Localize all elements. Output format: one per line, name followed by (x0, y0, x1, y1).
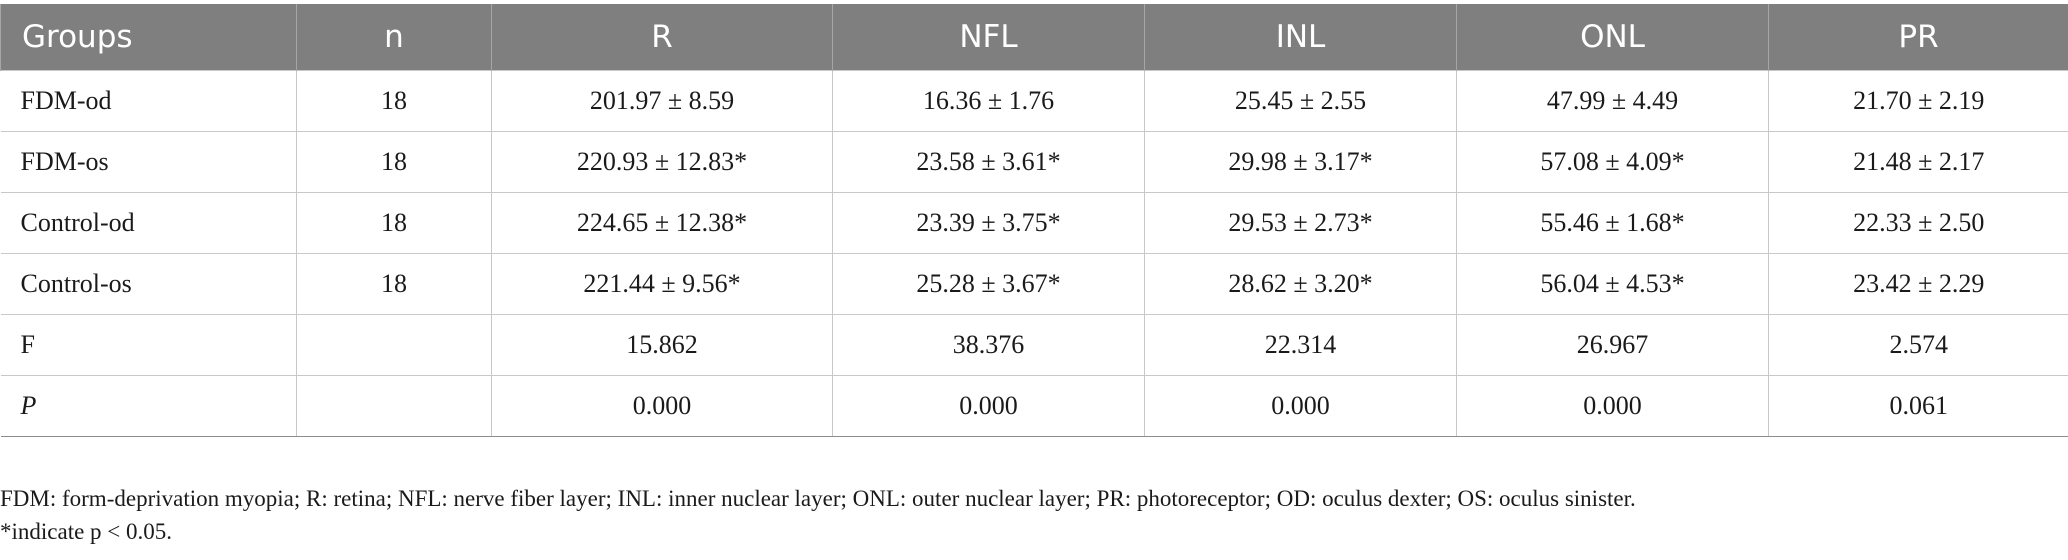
cell-r: 0.000 (491, 375, 833, 437)
row-label: Control-od (0, 192, 297, 254)
table-row: F 15.862 38.376 22.314 26.967 2.574 (0, 314, 2068, 376)
header-nfl: NFL (832, 4, 1145, 71)
header-row: Groups n R NFL INL ONL PR (0, 4, 2068, 71)
significance-note: *indicate p < 0.05. (0, 519, 173, 544)
cell-pr: 0.061 (1768, 375, 2068, 437)
cell-inl: 25.45 ± 2.55 (1144, 70, 1457, 132)
data-table-container: Groups n R NFL INL ONL PR FDM-od 18 201.… (0, 4, 2068, 437)
row-label: Control-os (0, 253, 297, 315)
header-pr: PR (1768, 4, 2068, 71)
row-label: FDM-od (0, 70, 297, 132)
cell-pr: 22.33 ± 2.50 (1768, 192, 2068, 254)
header-groups: Groups (0, 4, 297, 71)
cell-nfl: 23.39 ± 3.75* (832, 192, 1145, 254)
cell-n: 18 (296, 131, 492, 193)
cell-n: 18 (296, 192, 492, 254)
cell-onl: 0.000 (1456, 375, 1769, 437)
row-label: FDM-os (0, 131, 297, 193)
table-footnotes: FDM: form-deprivation myopia; R: retina;… (0, 482, 2068, 548)
row-label: P (0, 375, 297, 437)
cell-r: 15.862 (491, 314, 833, 376)
header-r: R (491, 4, 833, 71)
cell-n: 18 (296, 253, 492, 315)
cell-onl: 55.46 ± 1.68* (1456, 192, 1769, 254)
abbreviations-note: FDM: form-deprivation myopia; R: retina;… (0, 486, 1636, 511)
cell-r: 220.93 ± 12.83* (491, 131, 833, 193)
cell-pr: 21.48 ± 2.17 (1768, 131, 2068, 193)
cell-nfl: 16.36 ± 1.76 (832, 70, 1145, 132)
cell-onl: 57.08 ± 4.09* (1456, 131, 1769, 193)
header-inl: INL (1144, 4, 1457, 71)
cell-nfl: 38.376 (832, 314, 1145, 376)
cell-inl: 28.62 ± 3.20* (1144, 253, 1457, 315)
retinal-thickness-table: Groups n R NFL INL ONL PR FDM-od 18 201.… (0, 4, 2068, 437)
cell-onl: 56.04 ± 4.53* (1456, 253, 1769, 315)
cell-r: 201.97 ± 8.59 (491, 70, 833, 132)
cell-inl: 22.314 (1144, 314, 1457, 376)
header-onl: ONL (1456, 4, 1769, 71)
cell-n (296, 314, 492, 376)
cell-n: 18 (296, 70, 492, 132)
cell-nfl: 25.28 ± 3.67* (832, 253, 1145, 315)
cell-inl: 29.53 ± 2.73* (1144, 192, 1457, 254)
cell-onl: 47.99 ± 4.49 (1456, 70, 1769, 132)
cell-inl: 29.98 ± 3.17* (1144, 131, 1457, 193)
table-row: Control-od 18 224.65 ± 12.38* 23.39 ± 3.… (0, 192, 2068, 254)
cell-inl: 0.000 (1144, 375, 1457, 437)
table-row: FDM-od 18 201.97 ± 8.59 16.36 ± 1.76 25.… (0, 70, 2068, 132)
cell-nfl: 0.000 (832, 375, 1145, 437)
cell-onl: 26.967 (1456, 314, 1769, 376)
table-row: Control-os 18 221.44 ± 9.56* 25.28 ± 3.6… (0, 253, 2068, 315)
cell-nfl: 23.58 ± 3.61* (832, 131, 1145, 193)
cell-r: 221.44 ± 9.56* (491, 253, 833, 315)
cell-pr: 2.574 (1768, 314, 2068, 376)
cell-pr: 23.42 ± 2.29 (1768, 253, 2068, 315)
table-row: P 0.000 0.000 0.000 0.000 0.061 (0, 375, 2068, 437)
header-n: n (296, 4, 492, 71)
cell-r: 224.65 ± 12.38* (491, 192, 833, 254)
row-label: F (0, 314, 297, 376)
cell-n (296, 375, 492, 437)
table-row: FDM-os 18 220.93 ± 12.83* 23.58 ± 3.61* … (0, 131, 2068, 193)
cell-pr: 21.70 ± 2.19 (1768, 70, 2068, 132)
